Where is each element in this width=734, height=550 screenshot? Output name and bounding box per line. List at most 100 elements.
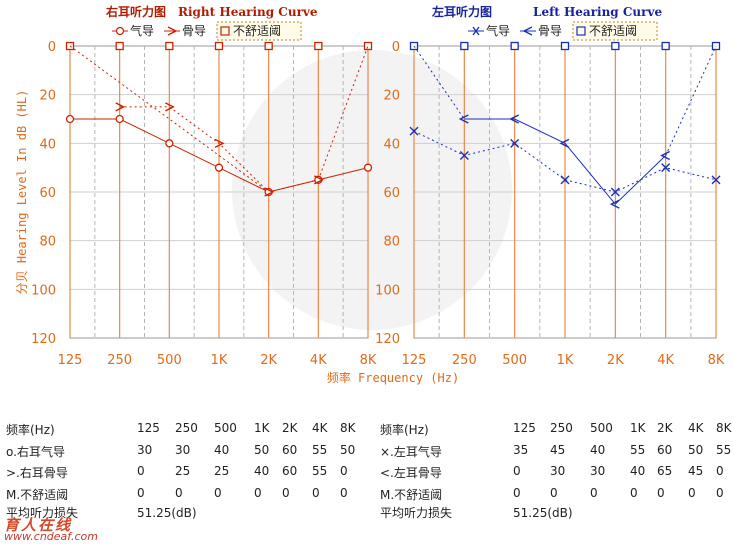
- left-ucl-marker: [460, 41, 469, 51]
- left-table-cell: 55: [716, 443, 732, 457]
- left-freq-header: 125: [513, 421, 536, 435]
- left-air-marker: [510, 138, 520, 148]
- left-freq-header: 250: [550, 421, 573, 435]
- right-ucl-connector: [317, 45, 369, 181]
- left-x-tick: 125: [402, 353, 427, 368]
- right-legend-ucl-icon: [220, 26, 230, 36]
- left-row-bone-label: <.左耳骨导: [380, 466, 442, 480]
- right-table-cell: 25: [214, 464, 230, 478]
- left-table-cell: 45: [550, 443, 566, 457]
- left-legend-bone: 骨导: [538, 24, 562, 38]
- left-freq-header: 2K: [657, 421, 673, 435]
- right-freq-header: 125: [137, 421, 160, 435]
- left-ucl-marker: [611, 41, 620, 51]
- right-y-tick: 120: [31, 332, 56, 347]
- left-bone-line: [464, 118, 667, 205]
- left-table-cell: 0: [657, 486, 665, 500]
- right-y-tick: 80: [39, 235, 56, 250]
- right-ucl-marker: [264, 41, 273, 51]
- right-bone-marker: [264, 187, 275, 197]
- right-y-tick: 100: [31, 283, 56, 298]
- left-x-tick: 8K: [708, 353, 725, 368]
- right-table-cell: 30: [137, 443, 153, 457]
- left-y-tick: 40: [383, 137, 400, 152]
- left-table-cell: 0: [716, 486, 724, 500]
- left-x-tick: 2K: [607, 353, 624, 368]
- left-title: 左耳听力图: [431, 4, 492, 19]
- left-table-cell: 30: [550, 464, 566, 478]
- left-table-cell: 0: [688, 486, 696, 500]
- right-freq-header: 250: [175, 421, 198, 435]
- right-bone-marker: [314, 175, 324, 185]
- left-avg-value: 51.25(dB): [513, 506, 573, 520]
- right-ucl-connector: [69, 45, 269, 193]
- right-row-air-label: o.右耳气导: [6, 445, 65, 459]
- right-table-cell: 0: [282, 486, 290, 500]
- left-freq-header: 500: [590, 421, 613, 435]
- right-freq-header: 8K: [340, 421, 356, 435]
- left-table-cell: 40: [630, 464, 646, 478]
- left-x-tick: 250: [452, 353, 477, 368]
- left-ucl-marker: [560, 41, 570, 51]
- right-header-label: 频率(Hz): [6, 423, 55, 437]
- right-freq-header: 2K: [282, 421, 298, 435]
- left-table-cell: 0: [716, 464, 724, 478]
- right-row-ucl-label: M.不舒适阈: [6, 488, 69, 502]
- right-y-tick: 20: [39, 89, 56, 104]
- left-bone-marker: [609, 199, 620, 209]
- right-ucl-marker: [214, 41, 224, 51]
- left-y-tick: 0: [392, 40, 400, 55]
- right-table-cell: 0: [340, 486, 348, 500]
- legend-bone-gt-icon: [167, 26, 178, 36]
- left-air-marker: [661, 163, 671, 173]
- left-y-tick: 100: [375, 283, 400, 298]
- right-table-cell: 40: [214, 443, 230, 457]
- right-table-cell: 0: [214, 486, 222, 500]
- left-table-cell: 0: [513, 464, 521, 478]
- right-air-marker: [65, 114, 75, 124]
- right-x-tick: 250: [107, 353, 132, 368]
- right-table-cell: 60: [282, 443, 298, 457]
- left-legend-ucl-icon: [576, 26, 586, 36]
- watermark-logo: 育人在线: [4, 516, 73, 534]
- right-table-cell: 0: [175, 486, 183, 500]
- right-table-cell: 55: [312, 443, 328, 457]
- right-air-marker: [363, 163, 373, 172]
- left-table-cell: 40: [590, 443, 606, 457]
- left-data-table: 频率(Hz) ×.左耳气导 <.左耳骨导 M.不舒适阈 平均听力损失 51.25…: [380, 423, 573, 520]
- legend-air-cross-icon: [472, 26, 480, 36]
- left-y-tick: 120: [375, 332, 400, 347]
- right-x-tick: 8K: [360, 353, 377, 368]
- left-legend-ucl: 不舒适阈: [589, 23, 637, 38]
- right-freq-header: 1K: [254, 421, 270, 435]
- left-table-cell: 50: [688, 443, 704, 457]
- right-ucl-marker: [314, 41, 323, 51]
- right-air-marker: [165, 139, 174, 148]
- right-ucl-marker: [363, 41, 373, 51]
- right-legend-bone: 骨导: [182, 24, 206, 38]
- right-ucl-marker: [165, 41, 174, 51]
- left-table-cell: 0: [630, 486, 638, 500]
- right-x-tick: 1K: [211, 353, 228, 368]
- right-legend-ucl: 不舒适阈: [233, 23, 281, 38]
- left-table-cell: 45: [688, 464, 704, 478]
- left-air-marker: [409, 126, 419, 136]
- right-table-cell: 25: [175, 464, 191, 478]
- right-y-tick: 60: [39, 186, 56, 201]
- right-x-tick: 125: [58, 353, 83, 368]
- left-avg-label: 平均听力损失: [380, 506, 453, 520]
- left-ucl-marker: [661, 41, 670, 51]
- right-table-cell: 30: [175, 443, 191, 457]
- right-title: 右耳听力图: [105, 4, 166, 19]
- right-x-tick: 500: [157, 353, 182, 368]
- left-table-cell: 35: [513, 443, 529, 457]
- left-freq-header: 4K: [688, 421, 704, 435]
- right-table-cell: 55: [312, 464, 328, 478]
- right-bone-marker: [165, 102, 175, 112]
- left-table-cell: 65: [657, 464, 673, 478]
- left-table-cell: 0: [550, 486, 558, 500]
- left-x-tick: 4K: [657, 353, 674, 368]
- legend-bone-lt-icon: [522, 26, 533, 36]
- left-legend-ucl-box: [572, 21, 658, 41]
